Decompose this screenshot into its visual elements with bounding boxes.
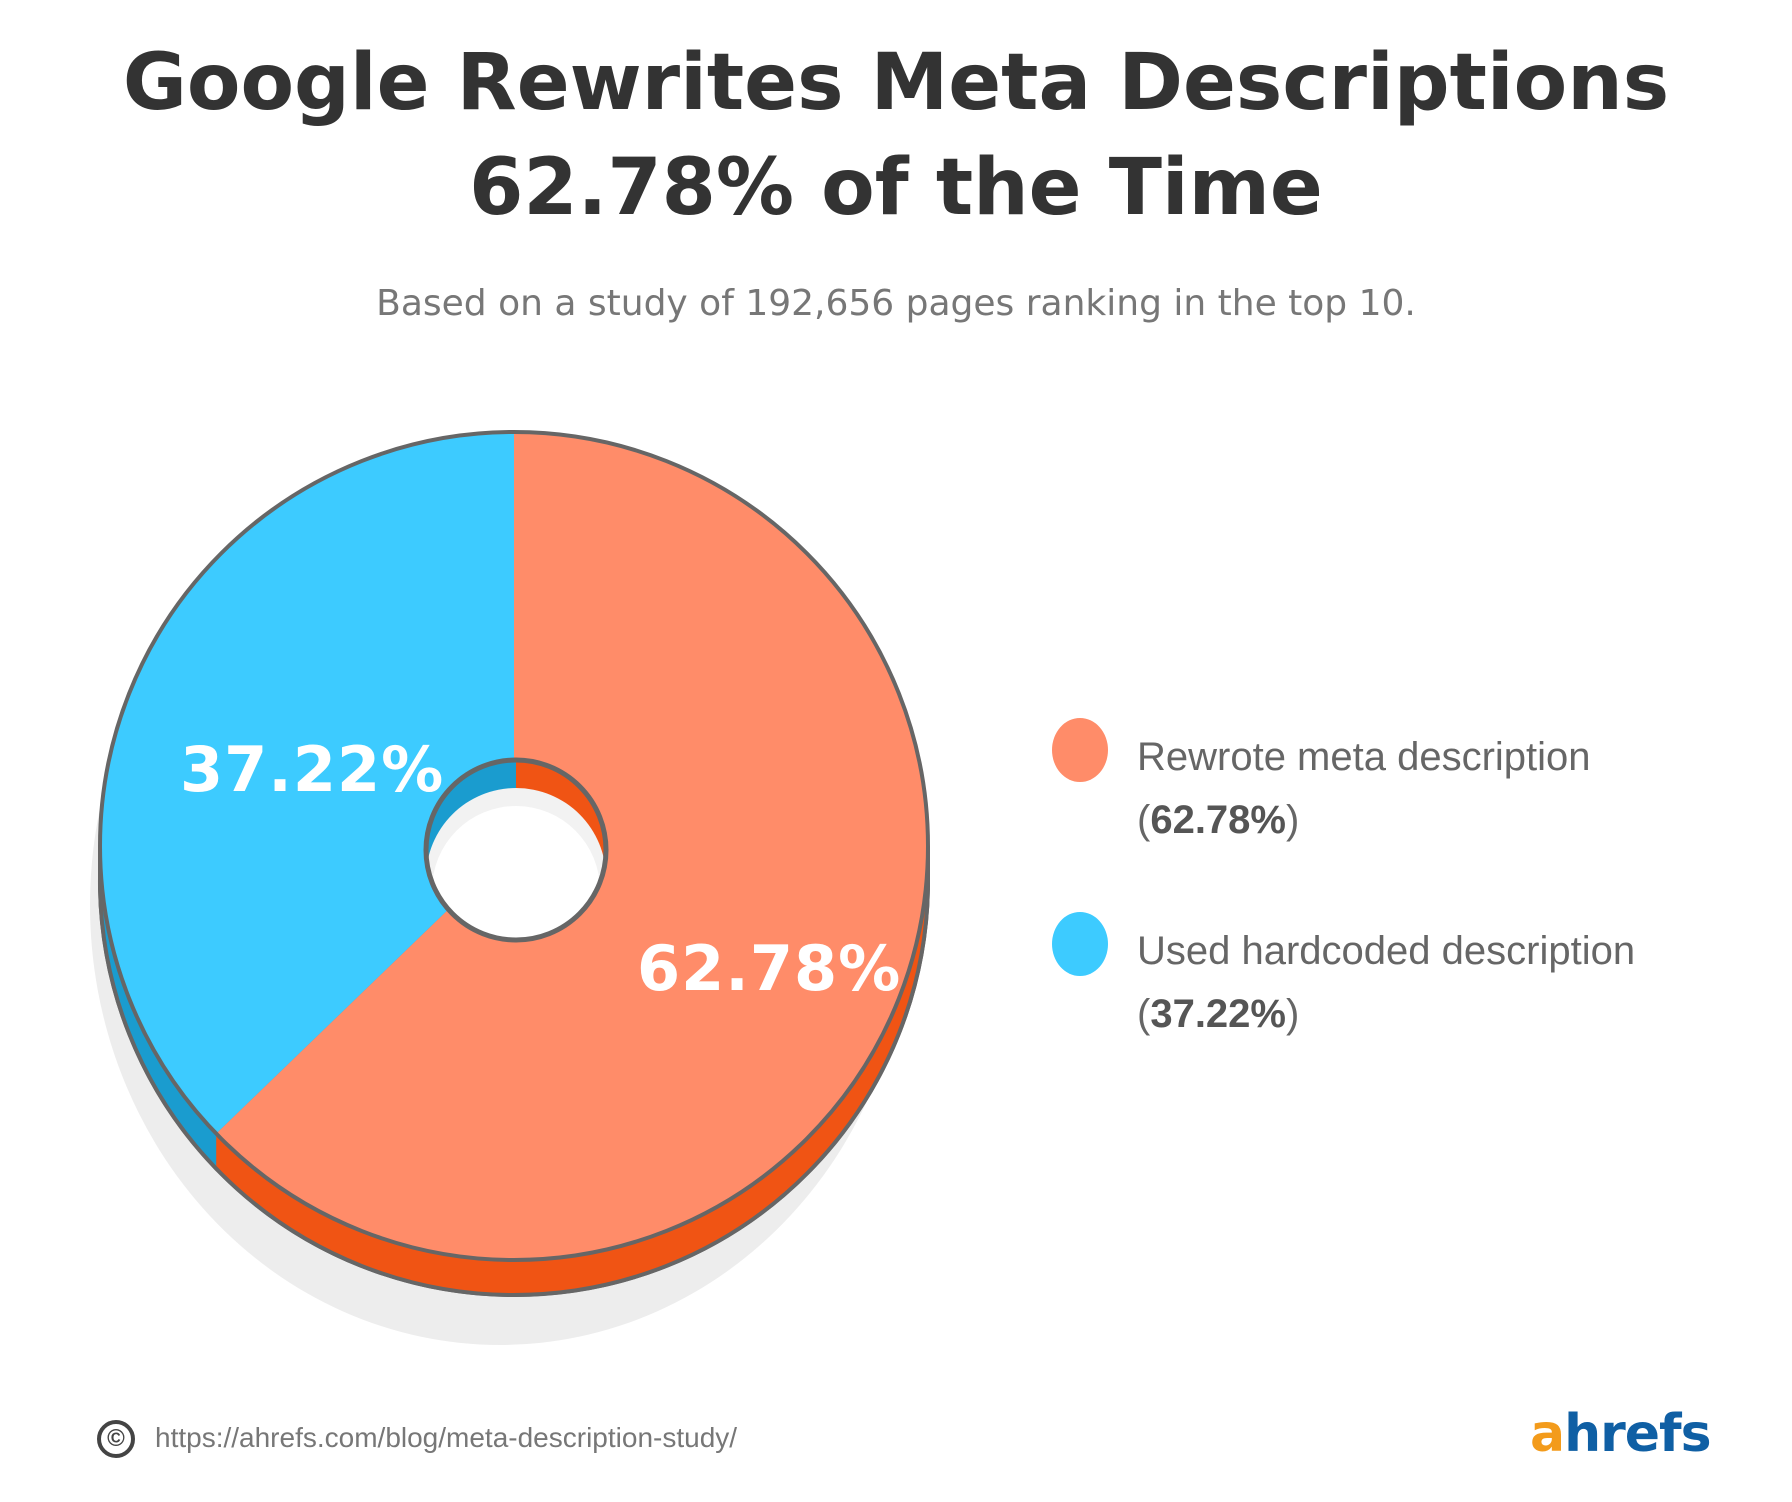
copyright-icon: © bbox=[97, 1420, 135, 1458]
legend: Rewrote meta description (62.78%) Used h… bbox=[1052, 718, 1732, 1106]
legend-percent: 62.78% bbox=[1150, 798, 1286, 842]
legend-text: Used hardcoded description (37.22%) bbox=[1137, 920, 1635, 1046]
legend-label: Rewrote meta description bbox=[1137, 735, 1591, 779]
legend-dot-orange-icon bbox=[1052, 718, 1108, 782]
source-url-link[interactable]: https://ahrefs.com/blog/meta-description… bbox=[155, 1422, 738, 1453]
legend-value: (62.78%) bbox=[1137, 798, 1300, 842]
slice-label-rewrote: 62.78% bbox=[637, 932, 902, 1005]
slice-label-hardcoded: 37.22% bbox=[180, 733, 445, 806]
logo-a: a bbox=[1530, 1404, 1565, 1464]
ahrefs-logo: ahrefs bbox=[1530, 1404, 1712, 1464]
page-title-line1: Google Rewrites Meta Descriptions bbox=[122, 38, 1670, 128]
legend-label: Used hardcoded description bbox=[1137, 929, 1636, 973]
subtitle: Based on a study of 192,656 pages rankin… bbox=[376, 283, 1416, 324]
legend-item-rewrote: Rewrote meta description (62.78%) bbox=[1052, 718, 1732, 912]
legend-value: (37.22%) bbox=[1137, 992, 1300, 1036]
slice-hardcoded[interactable] bbox=[99, 432, 514, 1134]
legend-text: Rewrote meta description (62.78%) bbox=[1137, 726, 1591, 852]
legend-item-hardcoded: Used hardcoded description (37.22%) bbox=[1052, 912, 1732, 1106]
page-title-line2: 62.78% of the Time bbox=[469, 143, 1323, 233]
legend-dot-blue-icon bbox=[1052, 912, 1108, 976]
logo-hrefs: hrefs bbox=[1564, 1404, 1712, 1464]
legend-percent: 37.22% bbox=[1150, 992, 1286, 1036]
